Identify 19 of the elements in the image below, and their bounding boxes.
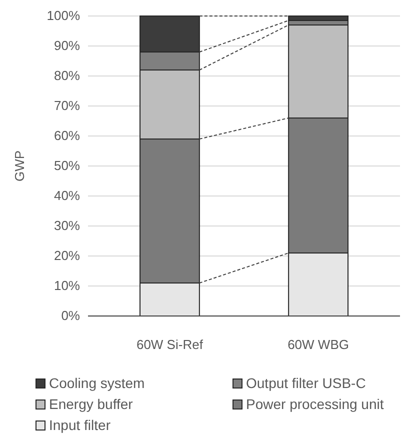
y-tick-label: 0% xyxy=(61,308,80,324)
legend-label: Output filter USB-C xyxy=(246,375,366,391)
legend-label: Input filter xyxy=(49,417,111,433)
y-tick-label: 90% xyxy=(54,38,80,54)
y-tick-label: 50% xyxy=(54,158,80,174)
y-tick-label: 40% xyxy=(54,188,80,204)
y-tick-label: 10% xyxy=(54,278,80,294)
y-tick-label: 70% xyxy=(54,98,80,114)
x-tick-label: 60W Si-Ref xyxy=(136,337,204,352)
legend-label: Cooling system xyxy=(49,375,145,391)
legend-label: Power processing unit xyxy=(246,396,384,412)
y-tick-label: 80% xyxy=(54,68,80,84)
y-tick-label: 20% xyxy=(54,248,80,264)
y-tick-label: 100% xyxy=(46,8,80,24)
x-tick-label: 60W WBG xyxy=(288,337,349,352)
y-axis-title: GWP xyxy=(12,150,27,182)
y-tick-label: 30% xyxy=(54,218,80,234)
y-tick-label: 60% xyxy=(54,128,80,144)
legend-label: Energy buffer xyxy=(49,396,134,412)
